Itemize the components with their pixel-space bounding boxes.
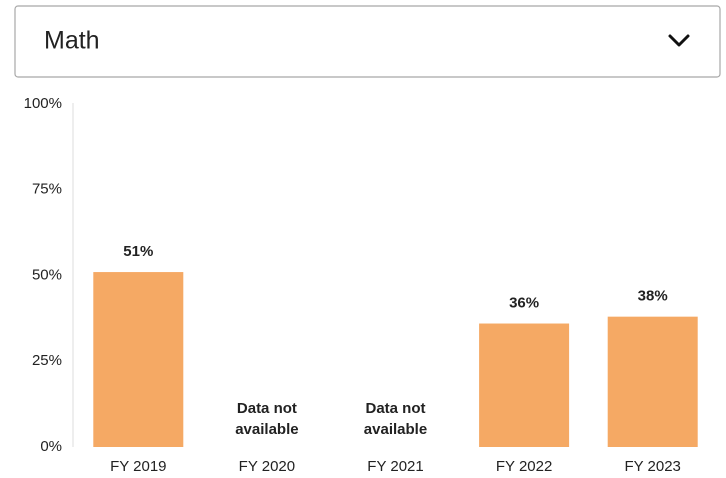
value-label: 36% — [509, 294, 539, 311]
dropdown-value: Math — [44, 27, 100, 55]
no-data-line: Data not — [237, 400, 297, 417]
y-tick-label: 50% — [32, 266, 62, 283]
dropdown[interactable]: Math — [14, 5, 721, 78]
no-data-line: available — [235, 421, 298, 438]
bar — [93, 272, 184, 447]
no-data-line: Data not — [366, 400, 426, 417]
value-label: 38% — [638, 288, 668, 305]
y-tick-label: 0% — [40, 438, 62, 455]
no-data-line: available — [364, 421, 427, 438]
no-data-label: Data not available — [235, 400, 298, 438]
dropdown-box[interactable] — [14, 5, 721, 78]
x-tick-label: FY 2021 — [367, 458, 423, 475]
chevron-icon — [668, 34, 690, 47]
x-tick-label: FY 2023 — [624, 458, 680, 475]
y-tick-label: 25% — [32, 352, 62, 369]
y-tick-label: 75% — [32, 181, 62, 198]
x-tick-label: FY 2019 — [110, 458, 166, 475]
y-tick-label: 100% — [24, 95, 62, 112]
bar — [607, 316, 698, 447]
x-tick-label: FY 2020 — [239, 458, 295, 475]
value-label: 51% — [123, 243, 153, 260]
x-tick-label: FY 2022 — [496, 458, 552, 475]
no-data-label: Data not available — [364, 400, 427, 438]
bar — [479, 323, 570, 447]
